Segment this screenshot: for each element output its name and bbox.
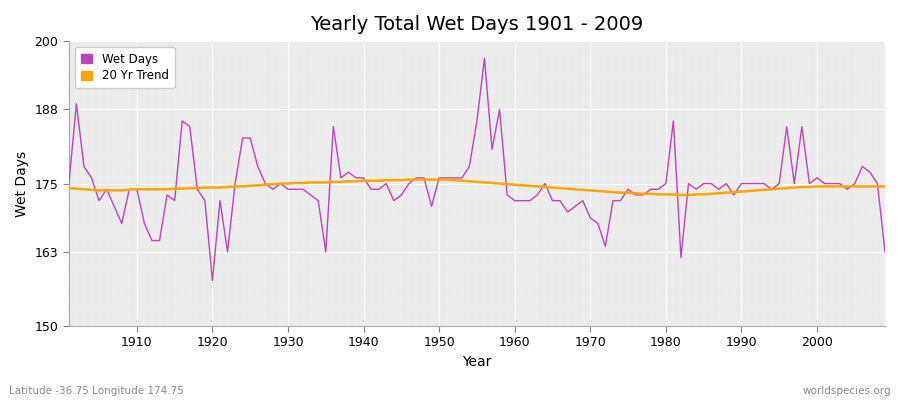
Text: worldspecies.org: worldspecies.org [803, 386, 891, 396]
X-axis label: Year: Year [463, 355, 491, 369]
Y-axis label: Wet Days: Wet Days [15, 150, 29, 217]
Legend: Wet Days, 20 Yr Trend: Wet Days, 20 Yr Trend [75, 47, 175, 88]
Text: Latitude -36.75 Longitude 174.75: Latitude -36.75 Longitude 174.75 [9, 386, 184, 396]
Title: Yearly Total Wet Days 1901 - 2009: Yearly Total Wet Days 1901 - 2009 [310, 15, 644, 34]
